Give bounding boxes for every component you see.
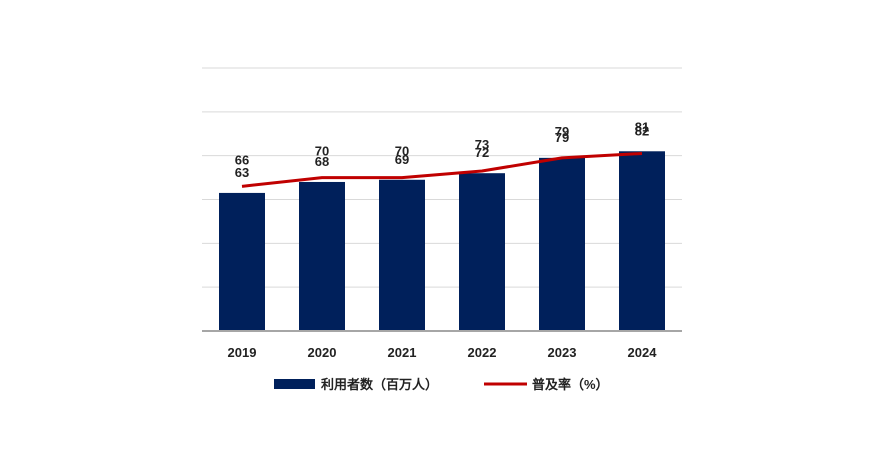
- bar-data-label: 63: [235, 165, 249, 180]
- x-tick-label: 2023: [548, 345, 577, 360]
- legend-line-label: 普及率（%）: [532, 377, 609, 392]
- x-tick-label: 2021: [388, 345, 417, 360]
- line-data-label: 70: [315, 144, 329, 159]
- bar: [459, 173, 505, 331]
- x-tick-labels: 2019 2020 2021 2022 2023 2024: [228, 345, 658, 360]
- line-series-path: [241, 151, 643, 188]
- x-tick-label: 2024: [628, 345, 658, 360]
- x-tick-label: 2019: [228, 345, 257, 360]
- bars: [219, 151, 665, 331]
- legend: 利用者数（百万人） 普及率（%）: [274, 377, 609, 392]
- line-data-label: 70: [395, 144, 409, 159]
- bar: [619, 151, 665, 331]
- bar-data-label: 82: [635, 123, 649, 138]
- legend-bar-label: 利用者数（百万人）: [321, 377, 438, 392]
- bar-data-label: 72: [475, 145, 489, 160]
- bar-data-label: 69: [395, 152, 409, 167]
- bar-data-label: 68: [315, 154, 329, 169]
- line-data-labels: 66 70 70 73 79 81: [235, 119, 649, 167]
- line-data-label: 66: [235, 152, 249, 167]
- gridlines: [202, 67, 682, 288]
- bar: [379, 179, 425, 331]
- bar-data-label: 79: [555, 130, 569, 145]
- bar: [539, 157, 585, 331]
- line-data-label: 81: [635, 119, 649, 134]
- line-series: [241, 151, 643, 188]
- line-data-label: 73: [475, 137, 489, 152]
- x-tick-label: 2020: [308, 345, 337, 360]
- legend-bar-swatch: [274, 379, 315, 389]
- bar: [299, 181, 345, 331]
- line-data-label: 79: [555, 124, 569, 139]
- bar-data-labels: 63 68 69 72 79 82: [235, 123, 649, 180]
- bar: [219, 192, 265, 331]
- x-tick-label: 2022: [468, 345, 497, 360]
